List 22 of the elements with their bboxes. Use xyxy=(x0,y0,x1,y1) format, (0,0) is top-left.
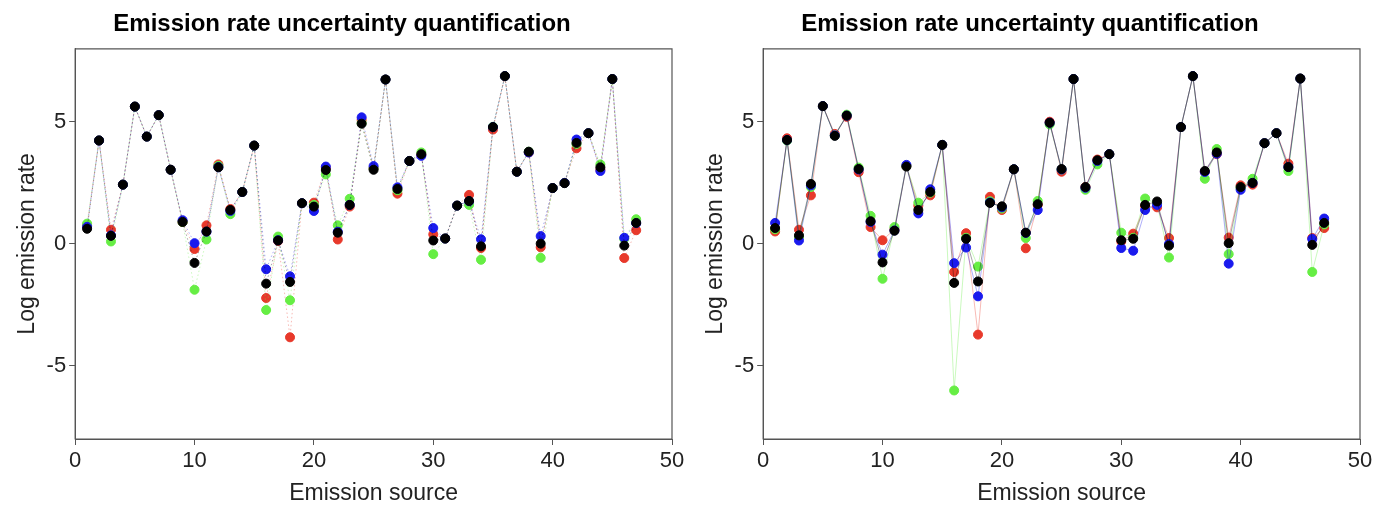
y-tick-label: 5 xyxy=(53,108,67,134)
x-tick-label: 30 xyxy=(421,447,446,473)
x-tick-label: 50 xyxy=(1347,447,1373,473)
y-tick-label: 0 xyxy=(741,229,755,255)
x-tick-label: 50 xyxy=(659,447,685,473)
x-tick-label: 10 xyxy=(870,447,895,473)
y-axis-title: Log emission rate xyxy=(701,153,728,335)
x-tick-label: 40 xyxy=(1228,447,1253,473)
x-tick-label: 40 xyxy=(540,447,565,473)
y-tick-label: 5 xyxy=(741,108,755,134)
x-axis-title: Emission source xyxy=(977,478,1146,505)
y-tick-label: -5 xyxy=(734,351,755,377)
x-axis-title: Emission source xyxy=(289,478,458,505)
chart-title: Emission rate uncertainty quantification xyxy=(801,9,1259,37)
y-tick-label: -5 xyxy=(46,351,67,377)
y-axis-title: Log emission rate xyxy=(13,153,40,335)
x-tick-label: 20 xyxy=(989,447,1015,473)
x-tick-label: 10 xyxy=(182,447,207,473)
x-tick-label: 30 xyxy=(1109,447,1134,473)
y-tick-label: 0 xyxy=(53,229,67,255)
x-tick-label: 20 xyxy=(301,447,327,473)
chart-title: Emission rate uncertainty quantification xyxy=(113,9,571,37)
